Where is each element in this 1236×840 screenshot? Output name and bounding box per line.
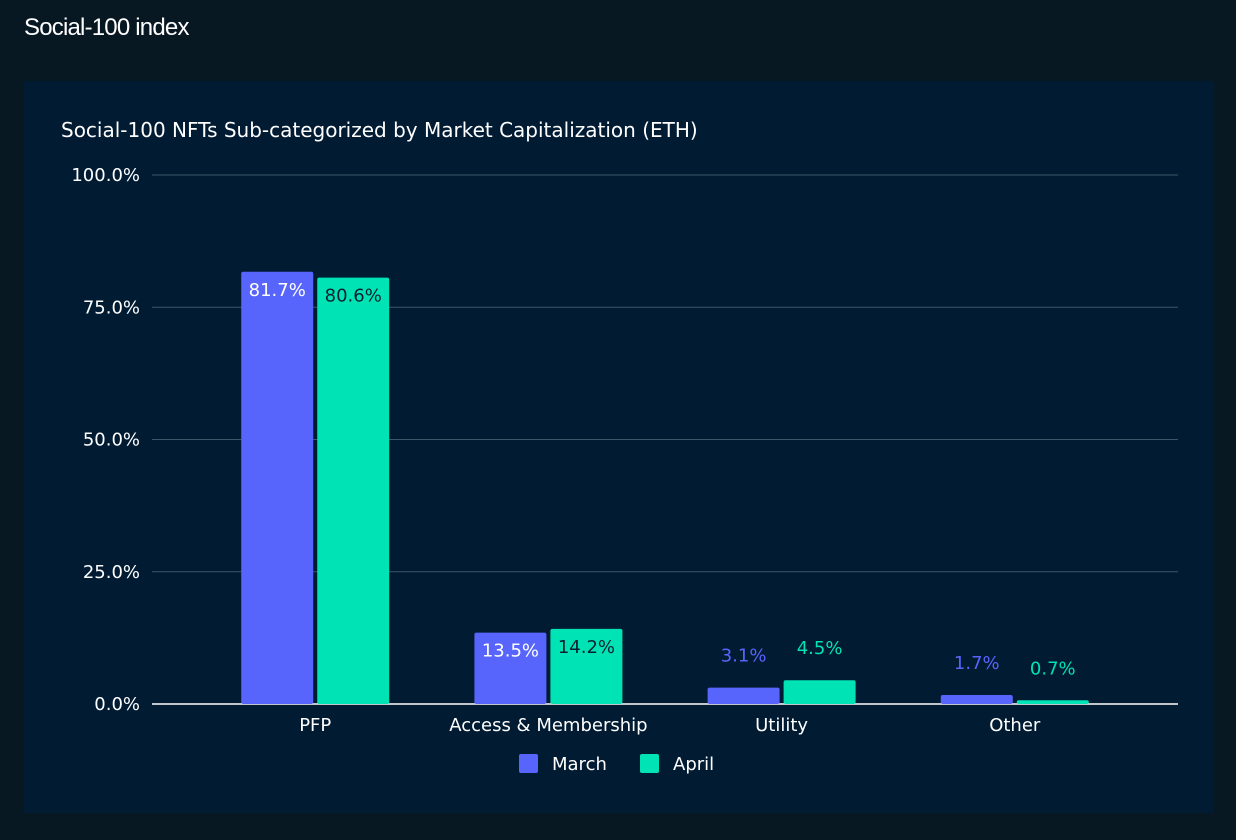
bar-march-0: [241, 271, 314, 704]
legend-item-april[interactable]: April: [640, 754, 714, 775]
legend: March April: [519, 754, 714, 775]
x-axis-labels: PFP Access & Membership Utility Other: [299, 715, 1041, 736]
y-tick-label: 50.0%: [83, 430, 140, 451]
data-label-march: 13.5%: [482, 641, 539, 662]
bar-april-3: [1016, 700, 1089, 704]
data-label-april: 80.6%: [325, 286, 382, 307]
legend-swatch: [519, 754, 538, 773]
x-tick-label: Other: [989, 715, 1041, 736]
legend-label: April: [673, 754, 714, 775]
bar-april-0: [317, 277, 390, 704]
bars: 81.7% 80.6% 13.5% 14.2% 3.1% 4.5% 1.7% 0.7%: [241, 271, 1089, 704]
chart-panel: Social-100 NFTs Sub-categorized by Marke…: [24, 81, 1214, 813]
data-label-march: 1.7%: [954, 653, 1000, 674]
data-label-march: 81.7%: [249, 280, 306, 301]
y-tick-label: 25.0%: [83, 562, 140, 583]
x-tick-label: PFP: [299, 715, 331, 736]
bar-march-1: [474, 632, 547, 704]
bar-march-3: [940, 695, 1013, 704]
y-tick-label: 100.0%: [71, 165, 140, 186]
bar-april-1: [550, 628, 623, 704]
page-title: Social-100 index: [24, 14, 189, 41]
data-label-march: 3.1%: [721, 646, 767, 667]
legend-swatch: [640, 754, 659, 773]
data-label-april: 14.2%: [558, 637, 615, 658]
bar-chart: Social-100 NFTs Sub-categorized by Marke…: [61, 118, 1178, 775]
y-tick-label: 75.0%: [83, 297, 140, 318]
chart-title: Social-100 NFTs Sub-categorized by Marke…: [61, 118, 698, 142]
data-label-april: 0.7%: [1030, 658, 1076, 679]
x-tick-label: Access & Membership: [449, 715, 647, 736]
y-tick-label: 0.0%: [94, 694, 140, 715]
data-label-april: 4.5%: [797, 638, 843, 659]
legend-item-march[interactable]: March: [519, 754, 607, 775]
legend-label: March: [552, 754, 607, 775]
bar-march-2: [707, 687, 780, 704]
x-tick-label: Utility: [755, 715, 808, 736]
bar-april-2: [783, 680, 856, 704]
y-axis-ticks: 0.0% 25.0% 50.0% 75.0% 100.0%: [71, 165, 140, 715]
